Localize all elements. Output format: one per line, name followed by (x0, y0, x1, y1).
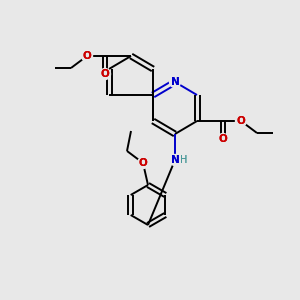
Circle shape (218, 134, 229, 145)
Text: N: N (171, 77, 179, 87)
Text: N: N (171, 155, 179, 165)
Text: O: O (219, 134, 227, 144)
Text: O: O (237, 116, 245, 126)
Circle shape (100, 68, 110, 80)
Text: H: H (180, 155, 188, 165)
Text: O: O (139, 158, 147, 168)
Text: H: H (180, 155, 188, 165)
Text: O: O (82, 51, 91, 61)
Circle shape (236, 116, 247, 127)
Text: O: O (100, 69, 109, 79)
Text: N: N (171, 155, 179, 165)
Circle shape (169, 76, 181, 88)
Text: O: O (100, 69, 109, 79)
Text: O: O (82, 51, 91, 61)
Circle shape (137, 158, 148, 169)
Circle shape (82, 50, 92, 62)
Text: N: N (171, 77, 179, 87)
Circle shape (169, 154, 181, 166)
Text: O: O (219, 134, 227, 144)
Text: O: O (237, 116, 245, 126)
Text: O: O (139, 158, 147, 168)
